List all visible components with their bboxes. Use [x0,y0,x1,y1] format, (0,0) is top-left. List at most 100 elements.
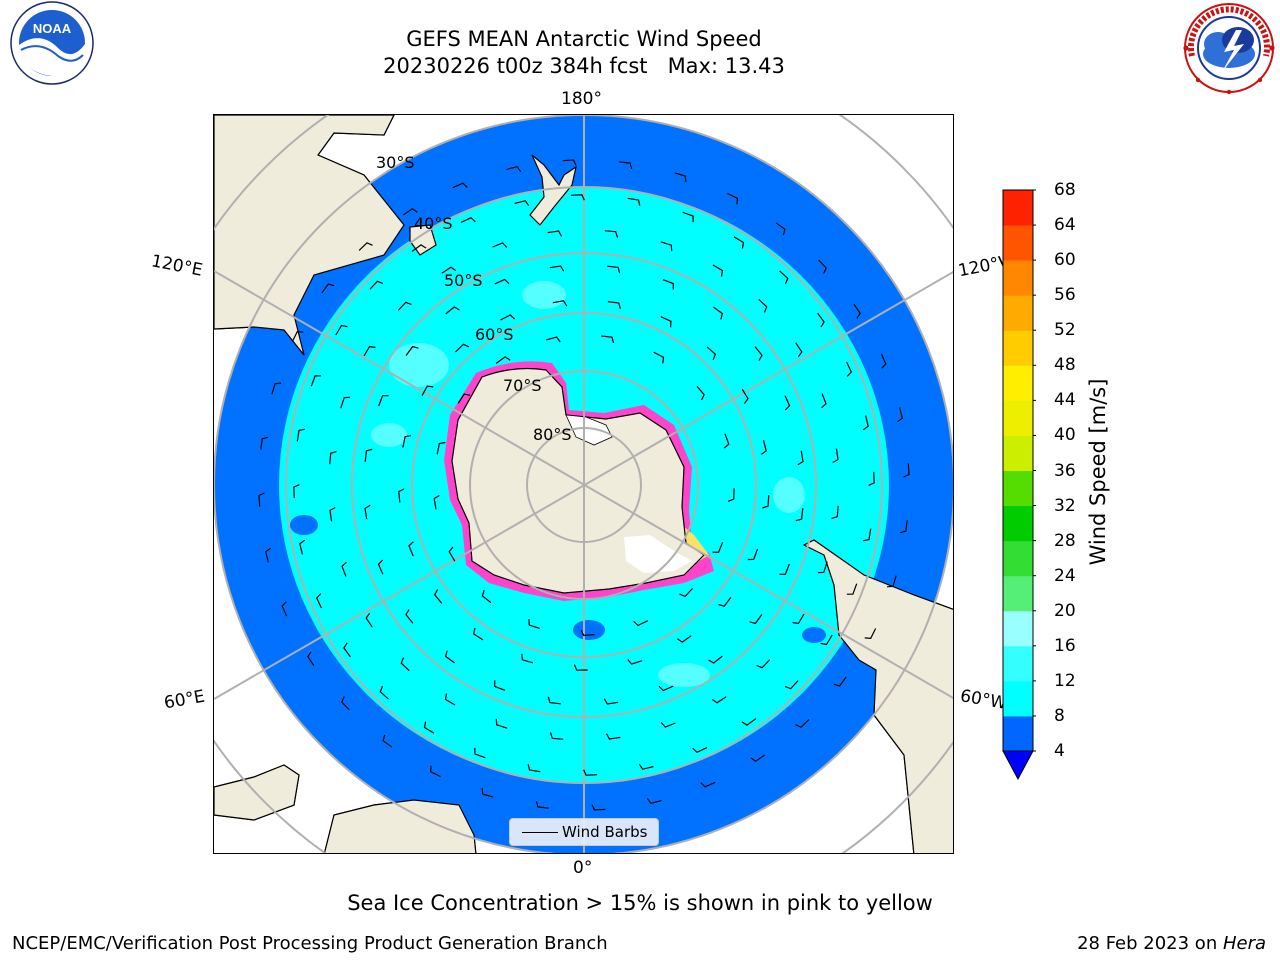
wind-barb [400,657,410,672]
wind-barb [445,306,460,315]
wind-barb [299,539,306,555]
wind-barb [779,270,789,285]
wind-barb [527,764,541,773]
wind-barb [682,211,694,223]
footnote: Sea Ice Concentration > 15% is shown in … [347,891,933,915]
wind-barb [340,396,351,409]
wind-barb [506,166,522,173]
wind-barb [455,343,470,353]
wind-barb [756,659,771,669]
legend-label: Wind Barbs [562,823,648,841]
wind-barb [607,265,621,274]
colorbar-segment [1003,190,1033,226]
wind-barb [603,698,619,705]
wind-barb [727,488,735,502]
wind-barb [727,192,739,205]
wind-barb [335,324,348,336]
wind-barb [831,505,839,520]
wind-barb [549,265,565,272]
wind-barb [495,356,511,364]
colorbar-tick-label: 12 [1054,670,1076,691]
colorbar-tick-label: 16 [1054,635,1076,656]
wind-barb [903,463,910,478]
colorbar-segment [1003,400,1033,436]
wind-barb [723,433,730,449]
wind-barb [660,316,672,328]
wind-barb [708,655,723,664]
wind-barb [500,314,516,321]
wind-barb [514,200,530,207]
wind-barb [747,548,759,561]
wind-barb [329,506,336,522]
wind-barb [795,719,810,728]
wind-barb [378,395,389,407]
wind-barb [660,722,676,728]
colorbar-tick-label: 68 [1054,180,1076,200]
wind-barbs [258,159,910,811]
wind-barb [281,601,288,617]
polar-map [213,114,954,854]
wind-barb [646,797,662,804]
colorbar-segment [1003,330,1033,366]
wind-barb [754,346,763,361]
wind-barb [441,266,457,274]
wind-barb [660,241,673,252]
run-date-text: 28 Feb 2023 on [1077,933,1223,954]
wind-barb [868,471,875,486]
wind-barb [638,763,654,770]
wind-barb [329,450,337,465]
wind-barb [402,435,412,448]
lon-label-lower-left: 60°E [162,686,207,714]
wind-barb [369,280,384,290]
colorbar-segment [1003,610,1033,647]
colorbar-tick-label: 24 [1054,565,1076,586]
colorbar-tick-label: 8 [1054,705,1065,726]
colorbar-tick-label: 4 [1054,741,1065,761]
colorbar-segment [1003,435,1033,471]
credit-text: NCEP/EMC/Verification Post Processing Pr… [12,933,608,954]
colorbar-tick-label: 44 [1054,390,1076,411]
wind-barb [607,301,621,309]
wind-barb [365,612,373,628]
wind-barb [545,336,561,343]
lat-label-80s: 80°S [533,425,572,444]
wind-barb [758,298,768,313]
wind-barb [692,747,708,754]
wind-barb [750,754,766,762]
wind-barb [662,279,674,290]
wind-barb [265,547,272,563]
wind-barb [718,597,732,607]
wind-barb [474,747,486,759]
wind-barb [775,222,786,236]
colorbar-tick-label: 52 [1054,320,1076,341]
wind-barb [833,676,847,687]
wind-barb [817,312,825,328]
colorbar-tick-label: 32 [1054,495,1076,516]
colorbar-segment [1003,365,1033,401]
wind-barb [521,653,534,664]
colorbar-segment [1003,470,1033,507]
wind-barb [711,696,727,704]
wind-barb [405,609,414,624]
wind-barb [712,541,724,554]
wind-barb [749,614,763,625]
wind-barb [364,504,371,520]
nws-logo [1178,0,1280,98]
wind-barb [460,216,476,223]
wind-barb [495,718,508,729]
colorbar-segment [1003,575,1033,612]
wind-barb [583,769,598,776]
colorbar-segment [1003,540,1033,577]
wind-barb [821,393,827,409]
lat-label-40s: 40°S [414,214,453,233]
wind-barb [674,172,687,183]
colorbar-tick-label: 56 [1054,285,1076,306]
colorbar-segment [1003,505,1033,542]
wind-barb [591,804,606,811]
wind-barb [433,494,440,510]
legend-line [522,832,558,833]
wind-barb [307,651,315,667]
wind-barb [886,575,897,588]
wind-barb [762,495,770,509]
wind-barb [846,361,853,377]
